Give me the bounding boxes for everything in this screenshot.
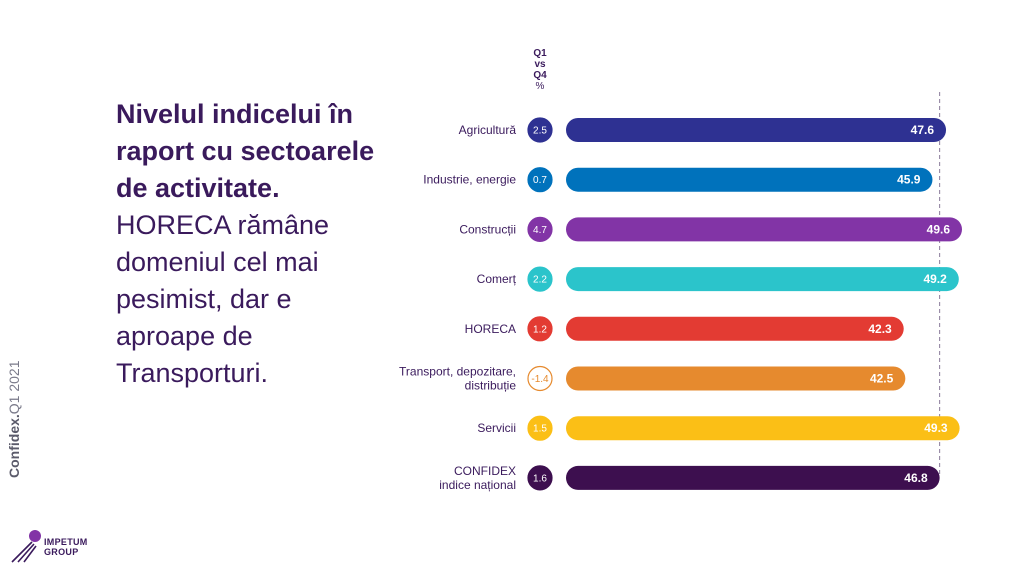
category-label: indice național — [439, 478, 516, 492]
category-label: Construcții — [459, 222, 516, 236]
change-badge-label: 2.2 — [533, 275, 547, 286]
category-label: CONFIDEX — [454, 464, 516, 478]
category-label: Agricultură — [459, 123, 517, 137]
column-header-vs: vs — [534, 59, 546, 70]
headline-bold: Nivelul indicelui în raport cu sectoarel… — [116, 99, 375, 203]
category-label: distribuție — [465, 379, 517, 393]
change-badge — [527, 117, 553, 143]
change-badge-label: 1.6 — [533, 473, 547, 484]
column-header-q4: Q4 — [533, 70, 547, 81]
bar-value-label: 42.3 — [868, 322, 892, 336]
change-badge — [527, 316, 553, 342]
column-header-unit: % — [535, 81, 545, 92]
bar-value-label: 45.9 — [897, 173, 921, 187]
brand-vertical: Confidex.Q1 2021 — [6, 361, 22, 479]
bar — [566, 167, 933, 192]
headline-light: HORECA rămâne domeniul cel mai pesimist,… — [116, 210, 330, 388]
bar-value-label: 49.3 — [924, 421, 948, 435]
column-header-q1: Q1 — [533, 48, 547, 59]
bar — [566, 118, 947, 142]
change-badge-label: 1.2 — [533, 324, 547, 335]
bar-value-label: 46.8 — [904, 471, 928, 485]
change-badge-label: 1.5 — [533, 424, 547, 435]
bar — [566, 465, 940, 490]
change-badge — [527, 216, 553, 242]
category-label: Comerț — [477, 272, 517, 286]
category-label: HORECA — [465, 322, 516, 336]
change-badge-label: 4.7 — [533, 225, 547, 236]
bar — [566, 267, 959, 292]
logo-line2: GROUP — [44, 547, 79, 557]
bar — [566, 217, 962, 242]
column-header: Q1 vs Q4 % — [526, 48, 554, 92]
category-label: Transport, depozitare, — [399, 365, 516, 379]
change-badge-label: 2.5 — [533, 126, 547, 137]
bar — [566, 316, 904, 341]
change-badge — [527, 266, 553, 292]
brand-name: Confidex. — [6, 414, 22, 478]
change-badge — [527, 365, 553, 392]
bar-value-label: 47.6 — [911, 123, 935, 137]
change-badge-label: -1.4 — [531, 374, 549, 385]
change-badge-label: 0.7 — [533, 175, 547, 186]
change-badge — [527, 415, 553, 441]
bar-value-label: 49.6 — [927, 222, 951, 236]
bar-value-label: 49.2 — [923, 272, 947, 286]
logo-text: IMPETUM GROUP — [44, 537, 88, 557]
headline: Nivelul indicelui în raport cu sectoarel… — [116, 96, 386, 392]
change-badge — [527, 465, 553, 491]
bar — [566, 366, 906, 391]
bar — [566, 416, 960, 441]
brand-period: Q1 2021 — [6, 360, 22, 415]
category-label: Servicii — [477, 421, 516, 435]
logo-line1: IMPETUM — [44, 537, 88, 547]
impetum-logo-icon — [11, 530, 41, 563]
change-badge — [527, 167, 553, 193]
category-label: Industrie, energie — [423, 173, 516, 187]
bar-value-label: 42.5 — [870, 372, 894, 386]
